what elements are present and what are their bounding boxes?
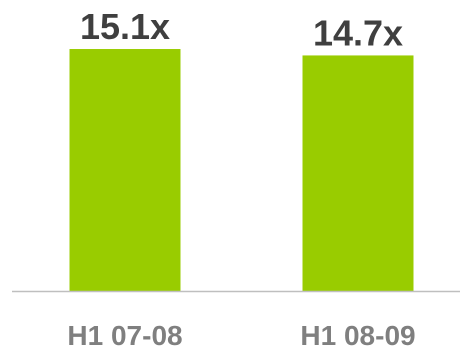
bar-2 bbox=[302, 55, 414, 291]
x-tick-label-1: H1 07-08 bbox=[67, 320, 182, 351]
x-tick-label-2: H1 08-09 bbox=[300, 320, 415, 351]
x-tick-labels-group: H1 07-08 H1 08-09 bbox=[67, 320, 415, 351]
data-label-1: 15.1x bbox=[80, 6, 170, 47]
data-labels-group: 15.1x 14.7x bbox=[80, 6, 403, 53]
bar-1 bbox=[69, 49, 181, 292]
bars-group bbox=[69, 49, 414, 292]
data-label-2: 14.7x bbox=[313, 12, 403, 53]
